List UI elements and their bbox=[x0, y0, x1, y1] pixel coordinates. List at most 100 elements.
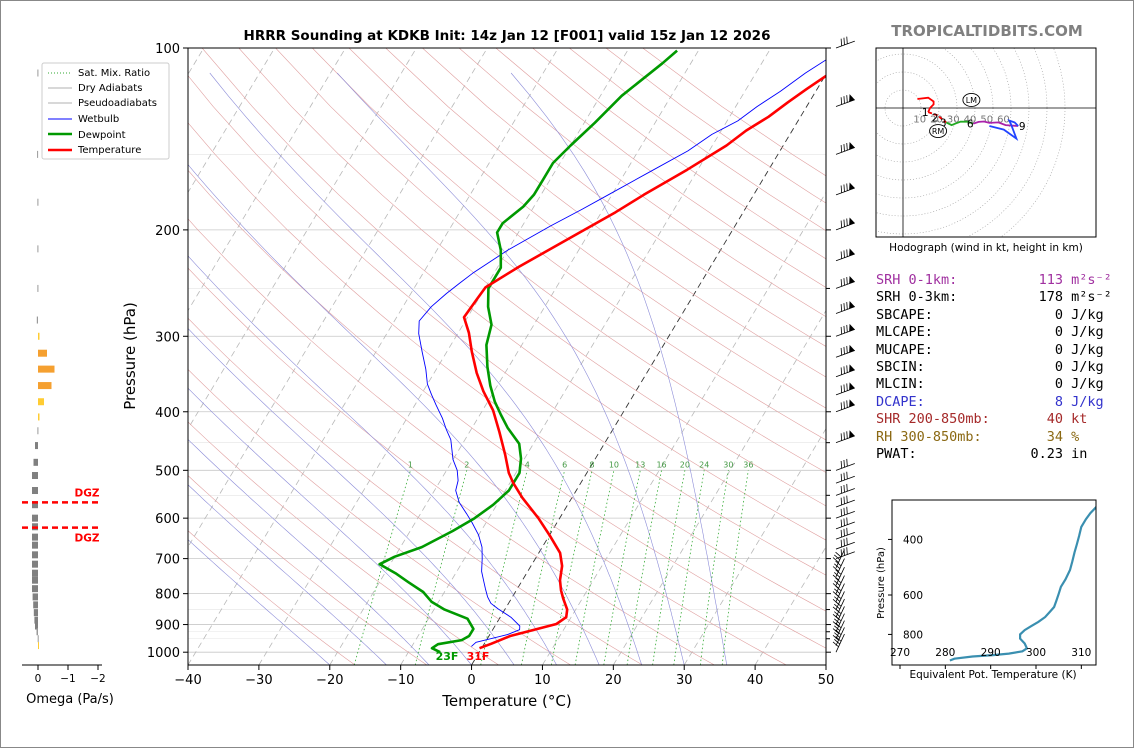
barb-flag bbox=[840, 460, 843, 469]
wind-barb bbox=[835, 382, 855, 396]
barb-staff bbox=[835, 510, 855, 519]
omega-bar bbox=[38, 382, 52, 390]
wind-barb bbox=[832, 633, 845, 653]
mixing-ratio-label: 20 bbox=[680, 460, 690, 469]
barb-flag bbox=[846, 183, 848, 191]
theta-x-tick-label: 280 bbox=[935, 647, 955, 659]
barb-staff bbox=[835, 567, 845, 586]
barb-pennant bbox=[849, 364, 855, 372]
barb-flag bbox=[834, 618, 841, 624]
barb-flag bbox=[846, 218, 848, 226]
mixing-ratio-line bbox=[603, 470, 641, 665]
barb-staff bbox=[835, 575, 845, 594]
wind-barb bbox=[835, 495, 855, 508]
barb-flag bbox=[843, 484, 845, 493]
param-value: 178 bbox=[1038, 289, 1063, 306]
barb-flag bbox=[843, 366, 845, 374]
moist-adiabat bbox=[188, 539, 330, 665]
barb-staff bbox=[835, 488, 855, 496]
omega-bar bbox=[32, 569, 38, 577]
barb-flag bbox=[846, 142, 848, 151]
omega-x-tick-label: −2 bbox=[90, 673, 105, 685]
mixing-ratio-line bbox=[480, 470, 528, 665]
barb-flag bbox=[843, 37, 845, 45]
wind-barb bbox=[832, 549, 845, 568]
barb-flag bbox=[834, 625, 841, 631]
param-label: PWAT: bbox=[876, 446, 917, 463]
barb-flag bbox=[846, 383, 848, 391]
temperature-line bbox=[462, 74, 826, 650]
mixing-ratio-line bbox=[673, 470, 705, 665]
barb-flag bbox=[832, 635, 839, 641]
x-tick-label: 30 bbox=[676, 673, 693, 688]
hodograph-ring-label: 40 bbox=[964, 114, 977, 125]
parameter-table: SRH 0-1km: 113 m²s⁻² SRH 0-3km: 178 m²s⁻²… bbox=[876, 272, 1112, 463]
y-tick-label: 800 bbox=[155, 588, 180, 603]
theta-e-y-label: Pressure (hPa) bbox=[876, 547, 887, 619]
barb-flag bbox=[840, 485, 843, 494]
barb-staff bbox=[835, 613, 845, 632]
wind-barb bbox=[835, 364, 855, 378]
hodograph-height-label: 9 bbox=[1019, 121, 1026, 133]
barb-staff bbox=[835, 147, 855, 155]
left-mover-label: LM bbox=[966, 96, 977, 105]
omega-x-tick-label: −1 bbox=[60, 673, 75, 685]
moist-adiabat bbox=[188, 255, 557, 665]
barb-flag bbox=[840, 38, 843, 46]
barb-flag bbox=[843, 528, 845, 537]
omega-bar bbox=[33, 609, 38, 617]
barb-pennant bbox=[849, 217, 855, 226]
barb-flag bbox=[843, 250, 845, 258]
barb-flag bbox=[840, 145, 843, 153]
barb-staff bbox=[835, 627, 845, 646]
barb-flag bbox=[846, 400, 848, 408]
barb-flag bbox=[834, 632, 841, 638]
wind-barb bbox=[835, 344, 855, 358]
wind-barb bbox=[835, 182, 855, 196]
x-tick-label: −20 bbox=[316, 673, 343, 688]
param-row: MLCIN: 0 J/kg bbox=[876, 376, 1112, 393]
omega-bar bbox=[37, 427, 39, 435]
barb-flag bbox=[843, 518, 845, 526]
barb-flag bbox=[832, 641, 839, 648]
hodograph-height-label: 2 bbox=[932, 112, 939, 124]
omega-bar bbox=[38, 398, 44, 406]
y-tick-label: 600 bbox=[155, 512, 180, 527]
omega-bar bbox=[37, 198, 39, 206]
param-row: DCAPE: 8 J/kg bbox=[876, 394, 1112, 411]
x-tick-label: 50 bbox=[818, 673, 835, 688]
x-tick-label: 40 bbox=[747, 673, 764, 688]
barb-pennant bbox=[849, 399, 855, 407]
barb-staff bbox=[835, 463, 855, 471]
y-tick-label: 300 bbox=[155, 330, 180, 345]
skewt-panel: 1 2 4 6 8 10 13 16 20 24 30 36 −40 −30 −20 −10 0 10 20 30 4… bbox=[41, 36, 855, 710]
param-label: SRH 0-3km: bbox=[876, 289, 958, 306]
wind-barb bbox=[835, 276, 855, 289]
barb-staff bbox=[835, 99, 855, 107]
barb-staff bbox=[835, 531, 855, 540]
param-unit: J/kg bbox=[1071, 359, 1104, 376]
theta-e-x-label: Equivalent Pot. Temperature (K) bbox=[909, 669, 1076, 681]
param-row: MLCAPE: 0 J/kg bbox=[876, 324, 1112, 341]
dry-adiabat bbox=[385, 48, 826, 378]
barb-flag bbox=[846, 431, 848, 439]
mixing-ratio-line bbox=[699, 470, 729, 665]
param-unit: J/kg bbox=[1071, 393, 1104, 410]
isotherm bbox=[258, 48, 630, 665]
param-label: MUCAPE: bbox=[876, 341, 933, 358]
param-row: SHR 200-850mb: 40 kt bbox=[876, 411, 1112, 428]
mixing-ratio-label: 10 bbox=[609, 460, 619, 469]
omega-bar bbox=[37, 245, 39, 253]
theta-y-tick-label: 400 bbox=[903, 534, 923, 546]
param-value: 113 bbox=[1038, 272, 1063, 288]
barb-flag bbox=[832, 628, 839, 634]
hodograph-height-label: 3 bbox=[940, 117, 947, 129]
barb-flag bbox=[846, 506, 848, 515]
hodograph-ring-label: 50 bbox=[980, 114, 993, 125]
barb-staff bbox=[835, 253, 855, 262]
param-value: 0.23 bbox=[1030, 446, 1063, 463]
barb-flag bbox=[843, 538, 845, 547]
barb-flag bbox=[834, 554, 841, 560]
dry-adiabat bbox=[188, 369, 571, 665]
wind-barb bbox=[835, 483, 855, 496]
